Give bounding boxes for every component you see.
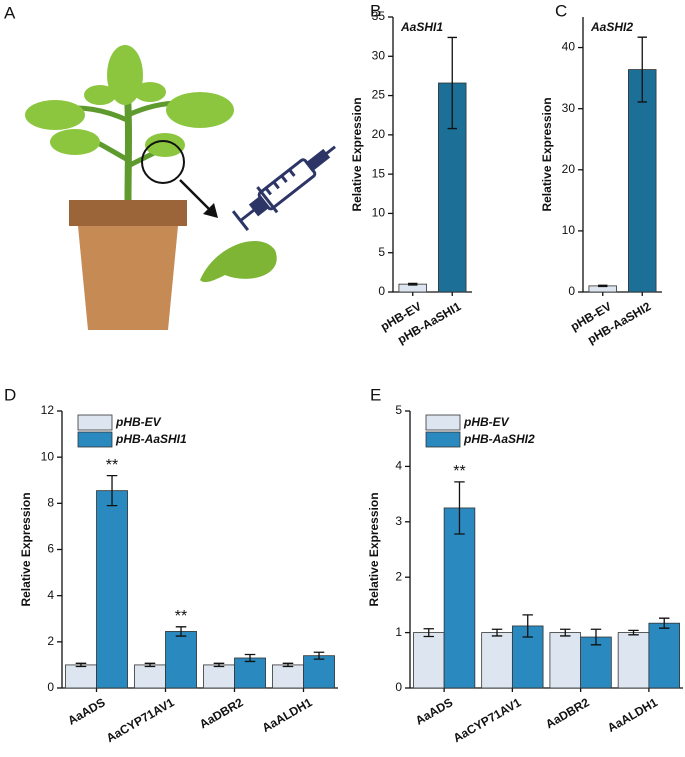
y-axis-label: Relative Expression bbox=[19, 492, 33, 606]
y-tick-label: 10 bbox=[41, 449, 55, 463]
error-bar bbox=[522, 614, 533, 638]
error-bar bbox=[408, 282, 418, 286]
panel-label: C bbox=[555, 1, 567, 20]
y-axis-label: Relative Expression bbox=[540, 97, 554, 211]
error-bar bbox=[313, 651, 325, 660]
legend-swatch bbox=[425, 431, 461, 448]
error-bar bbox=[637, 36, 647, 103]
y-axis-label: Relative Expression bbox=[350, 97, 364, 211]
panel-label: B bbox=[370, 1, 381, 20]
y-tick-label: 10 bbox=[562, 223, 576, 237]
x-tick-label: AaADS bbox=[65, 695, 107, 727]
error-bar bbox=[75, 662, 87, 668]
legend-label: pHB-EV bbox=[115, 415, 162, 429]
y-tick-label: 8 bbox=[47, 496, 54, 510]
bar bbox=[580, 636, 612, 689]
panel-label: A bbox=[4, 3, 16, 22]
y-axis-label: Relative Expression bbox=[367, 492, 381, 606]
bar bbox=[628, 69, 657, 293]
error-bar bbox=[590, 628, 602, 646]
bar bbox=[549, 632, 582, 689]
y-tick-label: 6 bbox=[47, 542, 54, 556]
y-tick-label: 2 bbox=[47, 634, 54, 648]
panel-label: D bbox=[4, 385, 16, 404]
x-tick-label: AaDBR2 bbox=[543, 695, 592, 731]
legend-swatch bbox=[77, 431, 113, 448]
error-bar bbox=[560, 628, 571, 637]
bar bbox=[134, 664, 166, 689]
y-tick-label: 5 bbox=[378, 245, 385, 259]
bar bbox=[443, 507, 476, 689]
error-bar bbox=[491, 628, 503, 637]
error-bar bbox=[598, 284, 608, 288]
bar bbox=[96, 490, 128, 689]
error-bar bbox=[213, 662, 225, 668]
error-bar bbox=[659, 617, 670, 629]
error-bar bbox=[175, 626, 187, 637]
legend-swatch bbox=[77, 414, 113, 431]
error-bar bbox=[454, 481, 465, 535]
error-bar bbox=[244, 653, 256, 663]
y-tick-label: 12 bbox=[41, 403, 55, 417]
bar bbox=[648, 622, 680, 689]
chart-title: AaSHI2 bbox=[590, 20, 633, 34]
y-tick-label: 1 bbox=[395, 625, 402, 639]
error-bar bbox=[447, 36, 457, 130]
illustration bbox=[25, 45, 336, 330]
x-tick-label: AaALDH1 bbox=[605, 695, 660, 735]
bar bbox=[481, 632, 513, 689]
error-bar bbox=[282, 662, 294, 668]
y-tick-label: 2 bbox=[395, 569, 402, 583]
error-bar bbox=[423, 628, 434, 638]
error-bar bbox=[144, 662, 156, 668]
bar bbox=[413, 632, 445, 689]
x-tick-label: AaALDH1 bbox=[260, 695, 315, 735]
y-tick-label: 5 bbox=[395, 403, 402, 417]
y-tick-label: 20 bbox=[562, 162, 576, 176]
bar bbox=[303, 655, 335, 689]
y-tick-label: 3 bbox=[395, 514, 402, 528]
y-tick-label: 4 bbox=[395, 459, 402, 473]
annotation: ** bbox=[453, 463, 465, 480]
legend-swatch bbox=[425, 414, 461, 431]
y-tick-label: 0 bbox=[568, 284, 575, 298]
y-tick-label: 10 bbox=[372, 206, 386, 220]
y-tick-label: 0 bbox=[395, 680, 402, 694]
y-tick-label: 0 bbox=[47, 680, 54, 694]
legend-label: pHB-AaSHI1 bbox=[115, 432, 187, 446]
annotation: ** bbox=[106, 457, 118, 474]
bar bbox=[272, 664, 304, 689]
bar bbox=[617, 632, 650, 689]
y-tick-label: 15 bbox=[372, 166, 386, 180]
annotation: ** bbox=[175, 608, 187, 625]
y-tick-label: 0 bbox=[378, 284, 385, 298]
bar bbox=[165, 631, 197, 689]
x-tick-label: AaADS bbox=[413, 695, 455, 727]
y-tick-label: 40 bbox=[562, 40, 576, 54]
error-bar bbox=[106, 474, 118, 507]
legend-label: pHB-EV bbox=[463, 415, 510, 429]
y-tick-label: 25 bbox=[372, 88, 386, 102]
error-bar bbox=[628, 629, 639, 636]
y-tick-label: 35 bbox=[372, 9, 386, 23]
x-tick-label: AaCYP71AV1 bbox=[451, 695, 524, 745]
bar bbox=[65, 664, 97, 689]
y-tick-label: 20 bbox=[372, 127, 386, 141]
bar bbox=[203, 664, 235, 689]
bar bbox=[234, 657, 266, 689]
y-tick-label: 30 bbox=[562, 101, 576, 115]
x-tick-label: AaCYP71AV1 bbox=[104, 695, 177, 745]
legend-label: pHB-AaSHI2 bbox=[463, 432, 535, 446]
panel-label: E bbox=[370, 385, 381, 404]
chart-title: AaSHI1 bbox=[400, 20, 443, 34]
y-tick-label: 4 bbox=[47, 588, 54, 602]
y-tick-label: 30 bbox=[372, 48, 386, 62]
x-tick-label: AaDBR2 bbox=[197, 695, 246, 731]
